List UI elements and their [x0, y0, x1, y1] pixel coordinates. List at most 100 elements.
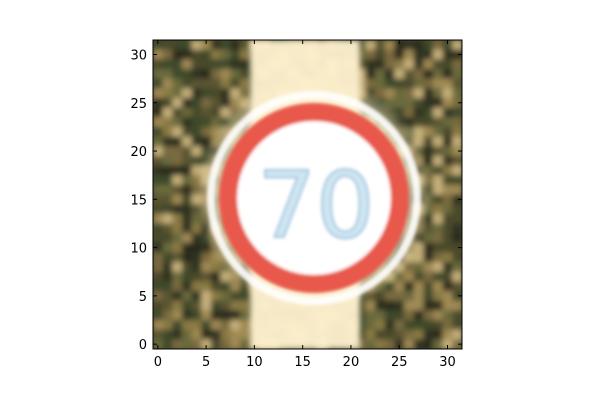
foliage-pixel: [239, 339, 251, 349]
foliage-pixel: [442, 204, 453, 215]
foliage-pixel: [162, 213, 173, 224]
foliage-pixel: [172, 40, 183, 51]
foliage-pixel: [162, 117, 173, 128]
foliage-pixel: [181, 155, 193, 167]
y-tick-label: 0: [139, 338, 147, 353]
foliage-pixel: [162, 204, 173, 215]
foliage-pixel: [442, 184, 453, 195]
foliage-pixel: [162, 320, 173, 331]
foliage-pixel: [404, 300, 415, 311]
foliage-pixel: [191, 49, 202, 60]
foliage-pixel: [162, 242, 173, 253]
foliage-pixel: [404, 88, 415, 99]
foliage-pixel: [433, 40, 444, 51]
foliage-pixel: [375, 59, 386, 70]
foliage-pixel: [201, 97, 212, 109]
foliage-pixel: [181, 126, 193, 138]
foliage-pixel: [452, 204, 462, 215]
foliage-pixel: [442, 252, 453, 263]
foliage-pixel: [162, 165, 173, 176]
foliage-pixel: [153, 68, 164, 80]
foliage-pixel: [442, 291, 453, 302]
foliage-pixel: [153, 126, 164, 138]
foliage-pixel: [394, 271, 405, 282]
axes-frame: [152, 39, 463, 350]
foliage-pixel: [191, 233, 202, 244]
foliage-pixel: [153, 213, 164, 224]
foliage-pixel: [442, 68, 453, 80]
foliage-pixel: [423, 88, 434, 99]
foliage-pixel: [413, 49, 424, 60]
foliage-pixel: [201, 68, 212, 80]
foliage-pixel: [452, 165, 462, 176]
foliage-pixel: [201, 329, 212, 340]
foliage-pixel: [442, 117, 453, 128]
foliage-pixel: [394, 291, 405, 302]
foliage-pixel: [220, 97, 231, 109]
foliage-pixel: [413, 126, 424, 138]
foliage-pixel: [442, 281, 453, 292]
foliage-pixel: [384, 97, 395, 109]
foliage-pixel: [452, 155, 462, 167]
foliage-pixel: [210, 107, 222, 118]
foliage-pixel: [181, 213, 193, 224]
foliage-pixel: [191, 339, 202, 349]
foliage-pixel: [172, 184, 183, 195]
foliage-pixel: [181, 291, 193, 302]
foliage-pixel: [433, 107, 444, 118]
foliage-pixel: [442, 97, 453, 109]
foliage-pixel: [423, 262, 434, 273]
foliage-pixel: [191, 126, 202, 138]
foliage-pixel: [153, 291, 164, 302]
sign-face: [237, 121, 391, 275]
foliage-pixel: [413, 320, 424, 331]
foliage-pixel: [433, 291, 444, 302]
foliage-pixel: [404, 339, 415, 349]
x-tick-label: 5: [202, 355, 210, 370]
foliage-pixel: [423, 155, 434, 167]
foliage-pixel: [220, 300, 231, 311]
foliage-pixel: [355, 300, 366, 311]
foliage-pixel: [404, 271, 415, 282]
foliage-pixel: [404, 68, 415, 80]
foliage-pixel: [375, 68, 386, 80]
foliage-pixel: [230, 88, 241, 99]
foliage-pixel: [191, 97, 202, 109]
foliage-pixel: [220, 271, 231, 282]
foliage-pixel: [423, 97, 434, 109]
foliage-pixel: [452, 223, 462, 234]
foliage-pixel: [153, 146, 164, 157]
foliage-pixel: [153, 271, 164, 282]
foliage-pixel: [452, 320, 462, 331]
foliage-pixel: [355, 40, 366, 51]
foliage-pixel: [162, 68, 173, 80]
foliage-pixel: [355, 329, 366, 340]
foliage-pixel: [181, 88, 193, 99]
foliage-pixel: [230, 320, 241, 331]
foliage-pixel: [394, 329, 405, 340]
foliage-pixel: [191, 223, 202, 234]
foliage-pixel: [375, 88, 386, 99]
foliage-pixel: [162, 194, 173, 205]
foliage-pixel: [239, 49, 251, 60]
foliage-pixel: [220, 78, 231, 89]
foliage-pixel: [384, 310, 395, 321]
foliage-pixel: [162, 339, 173, 349]
foliage-pixel: [172, 194, 183, 205]
foliage-pixel: [191, 329, 202, 340]
foliage-pixel: [230, 281, 241, 292]
foliage-pixel: [442, 59, 453, 70]
foliage-pixel: [162, 281, 173, 292]
sign-number: 70: [257, 152, 374, 259]
foliage-pixel: [384, 329, 395, 340]
foliage-pixel: [239, 320, 251, 331]
foliage-pixel: [442, 329, 453, 340]
foliage-pixel: [201, 49, 212, 60]
y-axis: 0 5 10 15 20 25 30: [130, 48, 462, 353]
foliage-pixel: [191, 320, 202, 331]
foliage-pixel: [452, 184, 462, 195]
foliage-pixel: [191, 213, 202, 224]
foliage-pixel: [181, 233, 193, 244]
foliage-pixel: [220, 88, 231, 99]
